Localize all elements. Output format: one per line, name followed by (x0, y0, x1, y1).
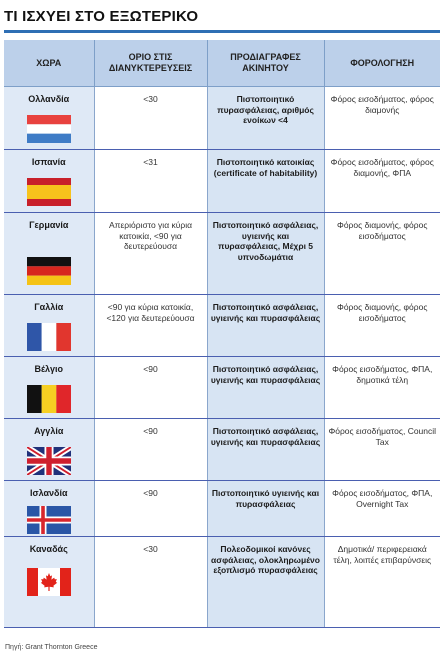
france-flag-icon (26, 322, 71, 351)
tax-cell: Φόρος διαμονής, φόρος εισοδήματος (324, 294, 440, 357)
iceland-flag-icon (26, 505, 71, 534)
specs-cell: Πολεοδομικοί κανόνες ασφάλειας, ολοκληρω… (207, 536, 325, 628)
limit-cell: <90 (94, 418, 208, 481)
country-name: Γαλλία (34, 302, 64, 312)
country-name: Ολλανδία (28, 94, 70, 104)
limit-cell: <30 (94, 536, 208, 628)
page-title: ΤΙ ΙΣΧΥΕΙ ΣΤΟ ΕΞΩΤΕΡΙΚΟ (4, 8, 199, 25)
header-specs: ΠΡΟΔΙΑΓΡΑΦΕΣ ΑΚΙΝΗΤΟΥ (207, 40, 325, 87)
country-cell: Ισλανδία (4, 480, 95, 537)
country-cell: Βέλγιο (4, 356, 95, 419)
table-row: Καναδάς <30 Πολεοδομικοί κανόνες ασφάλει… (4, 536, 440, 628)
germany-flag-icon (26, 256, 71, 285)
country-cell: Γαλλία (4, 294, 95, 357)
spain-flag-icon (26, 177, 71, 206)
country-name: Γερμανία (29, 220, 69, 230)
country-cell: Αγγλία (4, 418, 95, 481)
country-name: Καναδάς (29, 544, 68, 554)
table-row: Γαλλία <90 για κύρια κατοικία, <120 για … (4, 294, 440, 357)
header-tax: ΦΟΡΟΛΟΓΗΣΗ (324, 40, 440, 87)
country-name: Βέλγιο (34, 364, 64, 374)
specs-cell: Πιστοποιητικό ασφάλειας, υγιεινής και πυ… (207, 356, 325, 419)
country-name: Ισπανία (31, 157, 66, 167)
table-row: Ισλανδία <90 Πιστοποιητικό υγιεινής και … (4, 480, 440, 537)
belgium-flag-icon (26, 384, 71, 413)
table-row: Βέλγιο <90 Πιστοποιητικό ασφάλειας, υγιε… (4, 356, 440, 419)
specs-cell: Πιστοποιητικό ασφάλειας, υγιεινής και πυ… (207, 212, 325, 295)
header-country: ΧΩΡΑ (4, 40, 95, 87)
uk-flag-icon (26, 446, 71, 475)
country-cell: Ολλανδία (4, 86, 95, 150)
comparison-table: ΧΩΡΑ ΟΡΙΟ ΣΤΙΣ ΔΙΑΝΥΚΤΕΡΕΥΣΕΙΣ ΠΡΟΔΙΑΓΡΑ… (4, 40, 440, 628)
specs-cell: Πιστοποιητικό κατοικίας (certificate of … (207, 149, 325, 213)
source-note: Πηγή: Grant Thornton Greece (5, 644, 98, 651)
country-cell: Ισπανία (4, 149, 95, 213)
table-row: Ισπανία <31 Πιστοποιητικό κατοικίας (cer… (4, 149, 440, 213)
netherlands-flag-icon (26, 114, 71, 143)
tax-cell: Φόρος εισοδήματος, Council Tax (324, 418, 440, 481)
tax-cell: Δημοτικά/ περιφερειακά τέλη, λοιπές επιβ… (324, 536, 440, 628)
tax-cell: Φόρος εισοδήματος, φόρος διαμονής, ΦΠΑ (324, 149, 440, 213)
tax-cell: Φόρος εισοδήματος, ΦΠΑ, δημοτικά τέλη (324, 356, 440, 419)
table-header-row: ΧΩΡΑ ΟΡΙΟ ΣΤΙΣ ΔΙΑΝΥΚΤΕΡΕΥΣΕΙΣ ΠΡΟΔΙΑΓΡΑ… (4, 40, 440, 87)
tax-cell: Φόρος εισοδήματος, ΦΠΑ, Overnight Tax (324, 480, 440, 537)
table-row: Γερμανία Απεριόριστο για κύρια κατοικία,… (4, 212, 440, 295)
limit-cell: <90 για κύρια κατοικία, <120 για δευτερε… (94, 294, 208, 357)
country-cell: Γερμανία (4, 212, 95, 295)
header-limit: ΟΡΙΟ ΣΤΙΣ ΔΙΑΝΥΚΤΕΡΕΥΣΕΙΣ (94, 40, 208, 87)
specs-cell: Πιστοποιητικό πυρασφάλειας, αριθμός ενοί… (207, 86, 325, 150)
table-row: Ολλανδία <30 Πιστοποιητικό πυρασφάλειας,… (4, 86, 440, 150)
specs-cell: Πιστοποιητικό ασφάλειας, υγιεινής και πυ… (207, 418, 325, 481)
specs-cell: Πιστοποιητικό υγιεινής και πυρασφάλειας (207, 480, 325, 537)
limit-cell: <90 (94, 480, 208, 537)
limit-cell: <90 (94, 356, 208, 419)
tax-cell: Φόρος εισοδήματος, φόρος διαμονής (324, 86, 440, 150)
table-row: Αγγλία <90 Πιστοποιητικό ασφάλειας, υγιε… (4, 418, 440, 481)
canada-flag-icon (26, 567, 71, 596)
country-name: Ισλανδία (29, 488, 68, 498)
title-block: ΤΙ ΙΣΧΥΕΙ ΣΤΟ ΕΞΩΤΕΡΙΚΟ (4, 8, 440, 33)
limit-cell: Απεριόριστο για κύρια κατοικία, <90 για … (94, 212, 208, 295)
title-rule (4, 30, 440, 33)
limit-cell: <31 (94, 149, 208, 213)
country-name: Αγγλία (34, 426, 64, 436)
specs-cell: Πιστοποιητικό ασφάλειας, υγιεινής και πυ… (207, 294, 325, 357)
limit-cell: <30 (94, 86, 208, 150)
tax-cell: Φόρος διαμονής, φόρος εισοδήματος (324, 212, 440, 295)
country-cell: Καναδάς (4, 536, 95, 628)
